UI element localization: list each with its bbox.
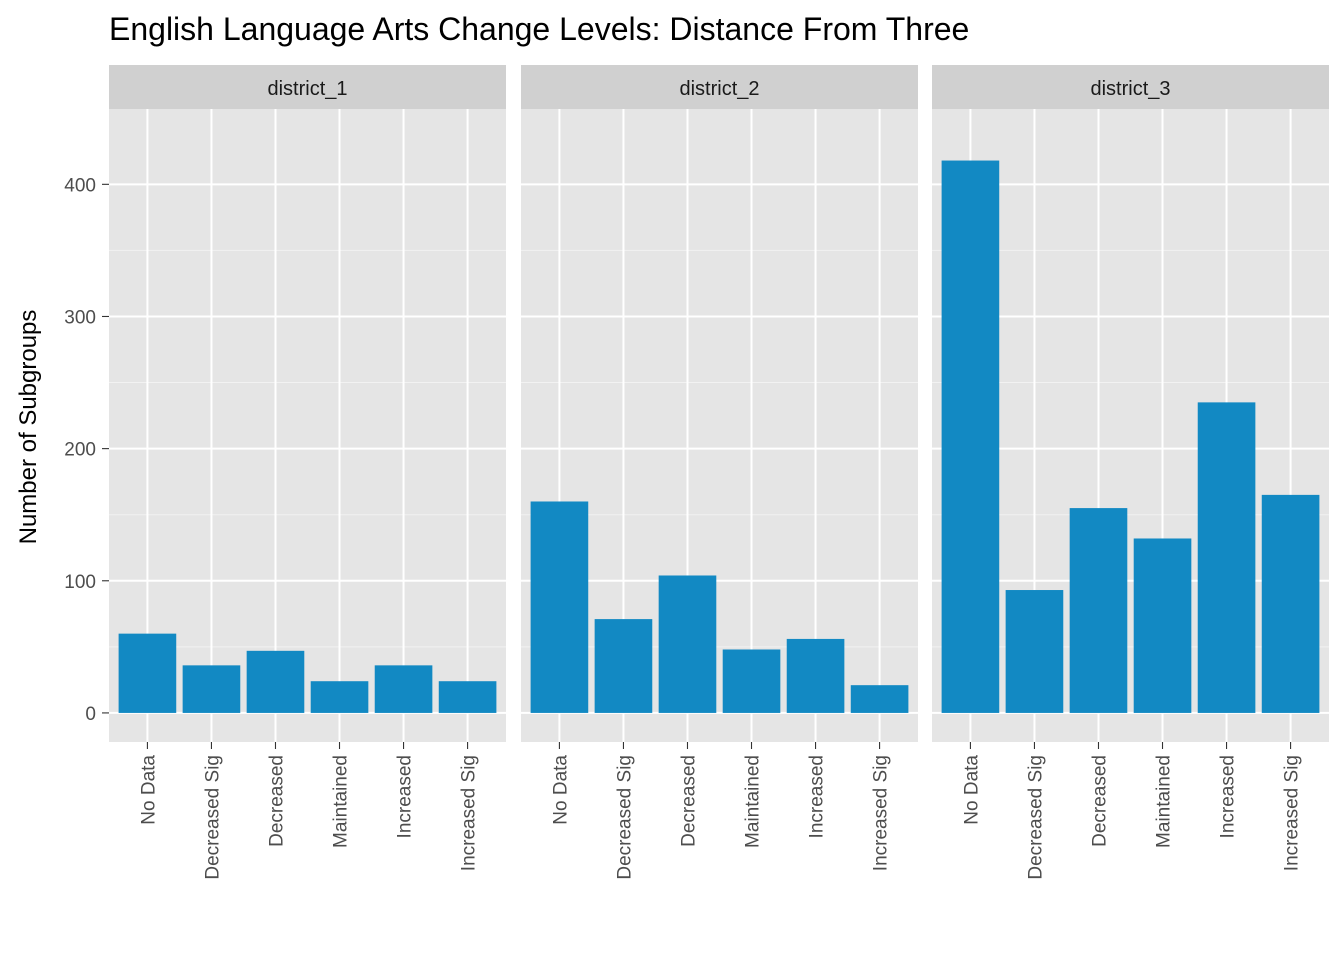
bar (1197, 402, 1256, 713)
facet-panel: district_1 No Data Decreased Sig Decreased M… (109, 65, 506, 880)
strip-background (109, 65, 506, 109)
strip-label: district_1 (267, 78, 347, 100)
bar (182, 665, 241, 713)
x-tick-label: Maintained (331, 755, 352, 848)
y-tick-label: 200 (64, 440, 96, 461)
x-tick-label: Maintained (743, 755, 764, 848)
x-tick-label: Increased Sig (459, 755, 480, 871)
strip-background (521, 65, 918, 109)
bar (658, 575, 717, 713)
bar (1133, 538, 1192, 713)
x-tick-label: Decreased Sig (202, 755, 223, 880)
x-tick-label: Decreased (678, 755, 699, 847)
y-tick-label: 0 (85, 704, 96, 725)
bar (1261, 494, 1320, 713)
y-tick-label: 400 (64, 175, 96, 196)
facet-panels: district_1 No Data Decreased Sig Decreased M… (109, 65, 1329, 880)
x-tick-label: Decreased Sig (614, 755, 635, 880)
bar (850, 685, 909, 713)
bar (722, 649, 781, 713)
y-tick-label: 100 (64, 572, 96, 593)
bar (1069, 508, 1128, 713)
x-tick-label: Increased (1218, 755, 1239, 838)
facet-panel: district_3 No Data Decreased Sig Decreased M… (932, 65, 1329, 880)
strip-background (932, 65, 1329, 109)
bar (530, 501, 589, 713)
bar (786, 638, 845, 713)
x-tick-label: No Data (550, 755, 571, 825)
x-tick-label: Increased Sig (1282, 755, 1303, 871)
bar (246, 650, 305, 713)
x-tick-label: Increased (807, 755, 828, 838)
x-tick-label: No Data (138, 755, 159, 825)
y-tick-label: 300 (64, 307, 96, 328)
x-tick-label: Increased (395, 755, 416, 838)
x-tick-label: Increased Sig (871, 755, 892, 871)
bar (374, 665, 433, 713)
bar (118, 633, 177, 713)
bar (310, 681, 369, 713)
x-tick-label: Decreased (266, 755, 287, 847)
chart-title: English Language Arts Change Levels: Dis… (109, 11, 969, 47)
facet-panel: district_2 No Data Decreased Sig Decreased M… (521, 65, 918, 880)
y-axis: 0 100 200 300 400 (64, 175, 109, 725)
x-tick-label: No Data (961, 755, 982, 825)
bar (438, 681, 497, 713)
x-tick-label: Maintained (1154, 755, 1175, 848)
bar (941, 160, 1000, 713)
strip-label: district_2 (679, 78, 759, 100)
bar (594, 619, 653, 713)
strip-label: district_3 (1090, 78, 1170, 100)
y-axis-label: Number of Subgroups (15, 310, 42, 545)
x-tick-label: Decreased (1089, 755, 1110, 847)
x-tick-label: Decreased Sig (1025, 755, 1046, 880)
bar (1005, 590, 1064, 713)
